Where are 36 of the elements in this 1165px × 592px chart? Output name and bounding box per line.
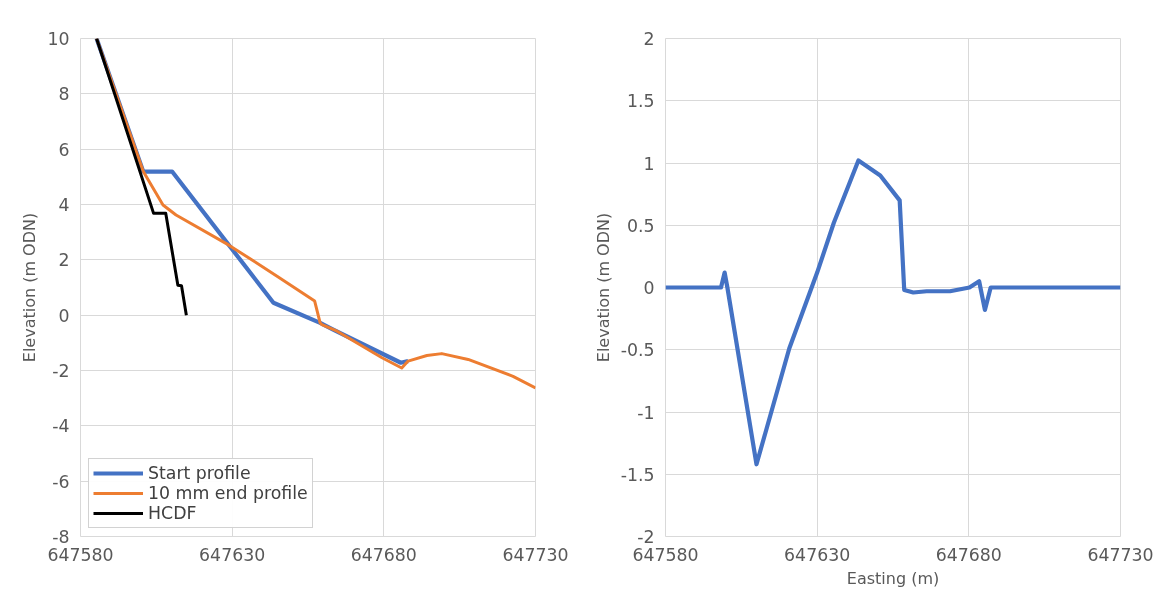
y-tick-label: 6 bbox=[58, 139, 70, 160]
y-tick-label: -0.5 bbox=[620, 340, 655, 361]
x-tick-label: 647580 bbox=[632, 544, 699, 565]
legend-label: 10 mm end profile bbox=[148, 483, 308, 503]
line-series bbox=[95, 38, 188, 317]
x-tick-label: 647680 bbox=[350, 544, 417, 565]
y-tick-label: -1 bbox=[637, 402, 655, 423]
legend-label: Start profile bbox=[148, 463, 251, 483]
x-tick-label: 647730 bbox=[502, 544, 569, 565]
y-tick-label: 0 bbox=[643, 278, 655, 298]
y-tick-label: 1 bbox=[643, 153, 655, 174]
y-tick-label: 0.5 bbox=[626, 215, 655, 236]
y-tick-label: -6 bbox=[52, 471, 70, 492]
x-axis-title: Easting (m) bbox=[846, 568, 940, 588]
line-series bbox=[665, 158, 1121, 467]
x-tick-label: 647580 bbox=[47, 544, 114, 565]
y-tick-label: 4 bbox=[58, 195, 70, 215]
y-tick-label: -8 bbox=[52, 527, 70, 547]
y-tick-label: -4 bbox=[52, 416, 70, 437]
y-axis-title: Elevation (m ODN) bbox=[593, 212, 613, 363]
y-tick-label: 10 bbox=[47, 29, 70, 49]
legend-label: HCDF bbox=[148, 503, 197, 523]
y-tick-label: 1.5 bbox=[626, 91, 655, 112]
x-tick-label: 647680 bbox=[935, 544, 1002, 565]
y-tick-label: -2 bbox=[52, 361, 70, 381]
y-tick-label: -1.5 bbox=[620, 464, 655, 485]
y-tick-label: 8 bbox=[58, 84, 70, 105]
y-tick-label: 0 bbox=[58, 305, 70, 326]
y-axis-title: Elevation (m ODN) bbox=[20, 212, 40, 363]
y-tick-label: 2 bbox=[58, 250, 70, 271]
y-tick-label: -2 bbox=[637, 527, 655, 547]
y-tick-label: 2 bbox=[643, 29, 655, 49]
line-series bbox=[95, 38, 536, 390]
x-tick-label: 647630 bbox=[199, 544, 266, 565]
x-tick-label: 647630 bbox=[784, 544, 851, 565]
x-tick-label: 647730 bbox=[1087, 544, 1154, 565]
